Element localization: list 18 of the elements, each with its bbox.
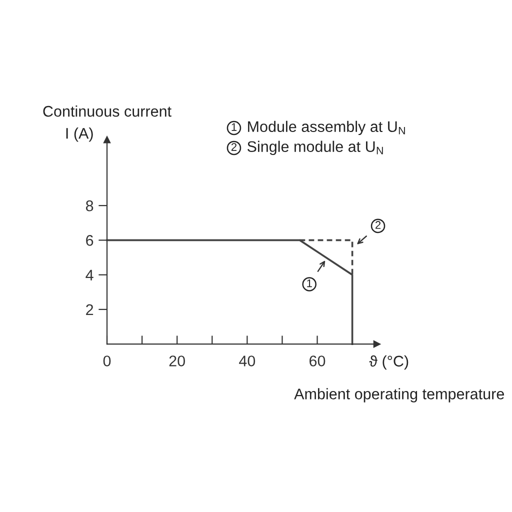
x-tick-label: 60 xyxy=(310,356,326,366)
x-tick-label: 20 xyxy=(169,356,185,366)
annotation: 2 xyxy=(376,221,381,229)
x-tick-label: 0 xyxy=(103,356,111,366)
y-tick-label: 2 xyxy=(86,304,94,315)
y-axis-title: Continuous current xyxy=(43,106,172,117)
annotation: 2 xyxy=(231,143,237,151)
x-tick-label: 40 xyxy=(239,356,256,366)
y-tick-label: 6 xyxy=(86,235,94,246)
annotation: 1 xyxy=(307,279,312,288)
text: 1 xyxy=(232,123,237,131)
y-tick-label: 4 xyxy=(86,270,94,280)
text: ϑ (°C) xyxy=(369,355,408,370)
text: Module assembly at U$_{N}$ xyxy=(248,120,405,136)
annotation: Single module at U$_{N}$ xyxy=(247,140,383,156)
y-tick-label: 8 xyxy=(86,200,94,212)
x-axis-title: Ambient operating temperature xyxy=(294,388,504,402)
text: I (A) xyxy=(66,128,93,142)
